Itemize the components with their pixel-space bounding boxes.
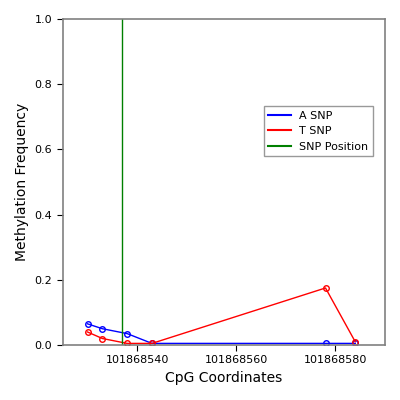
Legend: A SNP, T SNP, SNP Position: A SNP, T SNP, SNP Position xyxy=(264,106,373,156)
Y-axis label: Methylation Frequency: Methylation Frequency xyxy=(15,103,29,261)
X-axis label: CpG Coordinates: CpG Coordinates xyxy=(165,371,282,385)
